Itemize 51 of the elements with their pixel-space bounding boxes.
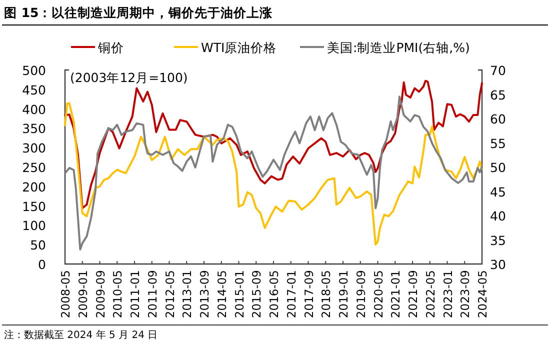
x-tick-label: 2016-05 <box>267 270 281 318</box>
x-tick-label: 2013-01 <box>180 270 194 318</box>
x-tick-label: 2015-01 <box>232 270 246 318</box>
x-tick-label: 2011-01 <box>128 270 142 318</box>
y2-tick-label: 65 <box>490 87 506 102</box>
y-tick-label: 300 <box>22 140 46 156</box>
x-tick-label: 2019-01 <box>336 270 350 318</box>
legend-label: 美国:制造业PMI(右轴,%) <box>327 40 470 55</box>
x-tick-label: 2014-05 <box>214 270 229 318</box>
x-tick-label: 2009-01 <box>76 270 90 318</box>
y-tick-label: 400 <box>22 102 46 117</box>
x-tick-label: 2021-01 <box>388 270 403 318</box>
x-tick-label: 2022-05 <box>423 270 438 318</box>
annotation: (2003年12月=100) <box>70 70 188 85</box>
x-tick-label: 2023-09 <box>458 270 472 318</box>
x-tick-label: 2017-01 <box>284 270 298 318</box>
y-tick-label: 450 <box>22 82 46 98</box>
y2-tick-label: 70 <box>490 63 506 78</box>
x-tick-label: 2024-05 <box>476 270 490 318</box>
y2-tick-label: 45 <box>490 184 506 200</box>
x-tick-label: 2011-09 <box>145 270 160 318</box>
y2-tick-label: 35 <box>490 232 506 248</box>
x-tick-label: 2017-09 <box>302 270 316 318</box>
y-tick-label: 150 <box>22 198 46 214</box>
x-tick-label: 2013-09 <box>198 270 212 318</box>
x-tick-label: 2009-09 <box>93 270 108 318</box>
y2-tick-label: 55 <box>490 136 506 151</box>
y-tick-label: 500 <box>22 63 46 78</box>
x-tick-label: 2015-09 <box>250 270 264 318</box>
y-tick-label: 0 <box>38 257 46 272</box>
x-tick-label: 2010-05 <box>110 270 125 318</box>
x-tick-label: 2019-09 <box>354 270 368 318</box>
x-tick-label: 2012-05 <box>162 270 177 318</box>
y2-tick-label: 40 <box>490 208 506 224</box>
y-tick-label: 350 <box>22 121 46 136</box>
y2-tick-label: 30 <box>490 257 506 272</box>
legend-label: WTI原油价格 <box>201 40 277 55</box>
chart-title: 图 15：以往制造业周期中，铜价先于油价上涨 <box>4 5 274 20</box>
y-tick-label: 100 <box>22 218 46 234</box>
y2-tick-label: 60 <box>490 112 506 126</box>
x-tick-label: 2020-05 <box>371 270 386 318</box>
x-tick-label: 2018-05 <box>319 270 334 318</box>
y-tick-label: 250 <box>22 160 46 175</box>
x-tick-label: 2008-05 <box>58 270 72 318</box>
y2-tick-label: 50 <box>490 160 506 175</box>
text: 注：数据截至 2024 年 5 月 24 日 <box>4 329 158 341</box>
y-tick-label: 200 <box>22 179 46 194</box>
x-tick-label: 2021-09 <box>406 270 420 318</box>
y-tick-label: 50 <box>30 238 46 253</box>
legend-label: 铜价 <box>97 40 124 55</box>
x-tick-label: 2023-01 <box>440 270 455 318</box>
